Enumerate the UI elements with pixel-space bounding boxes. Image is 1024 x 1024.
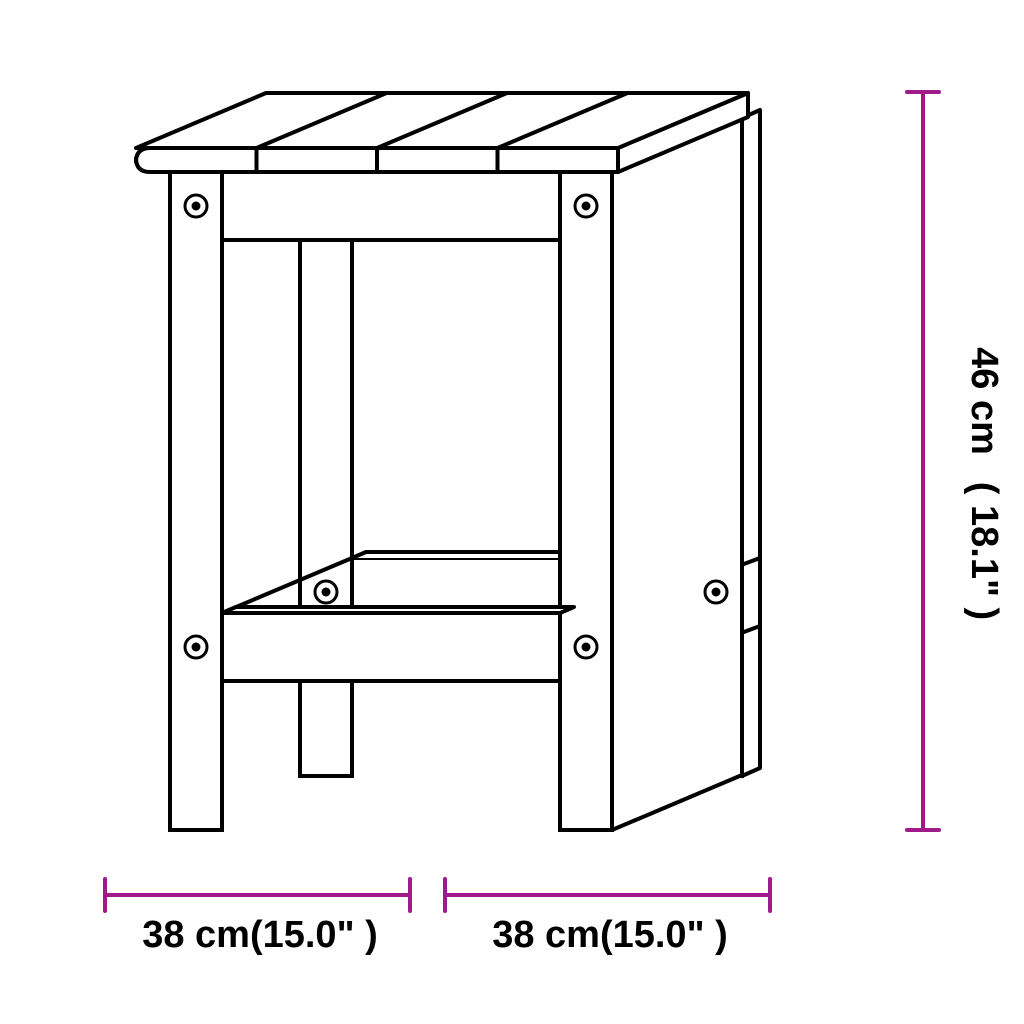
dim-height-in: ( 18.1" ): [963, 482, 1005, 620]
dim-width: 38 cm(15.0" ): [142, 914, 378, 956]
dim-height-cm: 46 cm: [963, 347, 1005, 455]
dim-depth: 38 cm(15.0" ): [492, 914, 728, 956]
